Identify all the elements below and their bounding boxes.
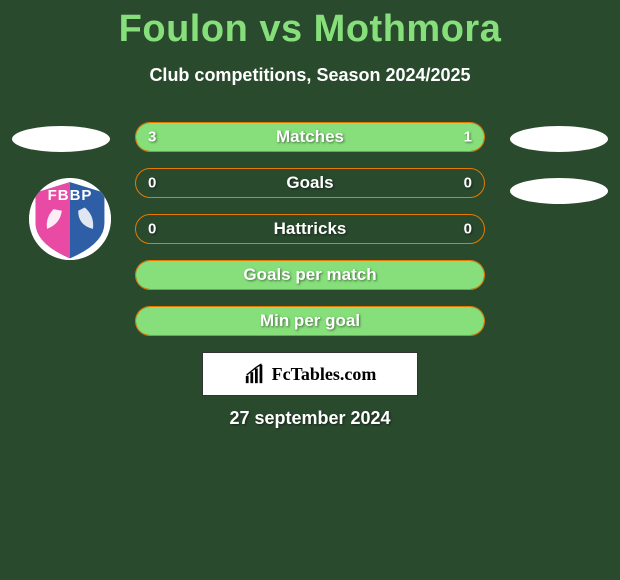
club-badge: FBBP xyxy=(29,178,111,260)
brand-box[interactable]: FcTables.com xyxy=(202,352,418,396)
subtitle: Club competitions, Season 2024/2025 xyxy=(0,65,620,86)
stat-row-matches: 3 Matches 1 xyxy=(135,122,485,152)
bar-chart-icon xyxy=(244,363,266,385)
stat-value-right: 1 xyxy=(464,129,472,146)
stat-label: Matches xyxy=(276,127,344,147)
stat-value-left: 0 xyxy=(148,175,156,192)
oval-left xyxy=(12,126,110,152)
stat-row-min-per-goal: Min per goal xyxy=(135,306,485,336)
badge-text: FBBP xyxy=(48,187,93,204)
date-line: 27 september 2024 xyxy=(0,408,620,429)
stat-row-goals: 0 Goals 0 xyxy=(135,168,485,198)
stat-rows: 3 Matches 1 0 Goals 0 0 Hattricks 0 Goal… xyxy=(135,122,485,352)
stat-row-hattricks: 0 Hattricks 0 xyxy=(135,214,485,244)
stat-value-left: 3 xyxy=(148,129,156,146)
stat-value-left: 0 xyxy=(148,221,156,238)
stat-fill-left xyxy=(136,123,397,151)
page-title: Foulon vs Mothmora xyxy=(0,0,620,51)
stat-label: Goals xyxy=(286,173,333,193)
stat-label: Min per goal xyxy=(260,311,360,331)
stat-row-goals-per-match: Goals per match xyxy=(135,260,485,290)
stat-value-right: 0 xyxy=(464,221,472,238)
oval-right-1 xyxy=(510,126,608,152)
stat-label: Hattricks xyxy=(274,219,347,239)
stat-label: Goals per match xyxy=(243,265,376,285)
stat-value-right: 0 xyxy=(464,175,472,192)
oval-right-2 xyxy=(510,178,608,204)
brand-label: FcTables.com xyxy=(272,364,377,385)
